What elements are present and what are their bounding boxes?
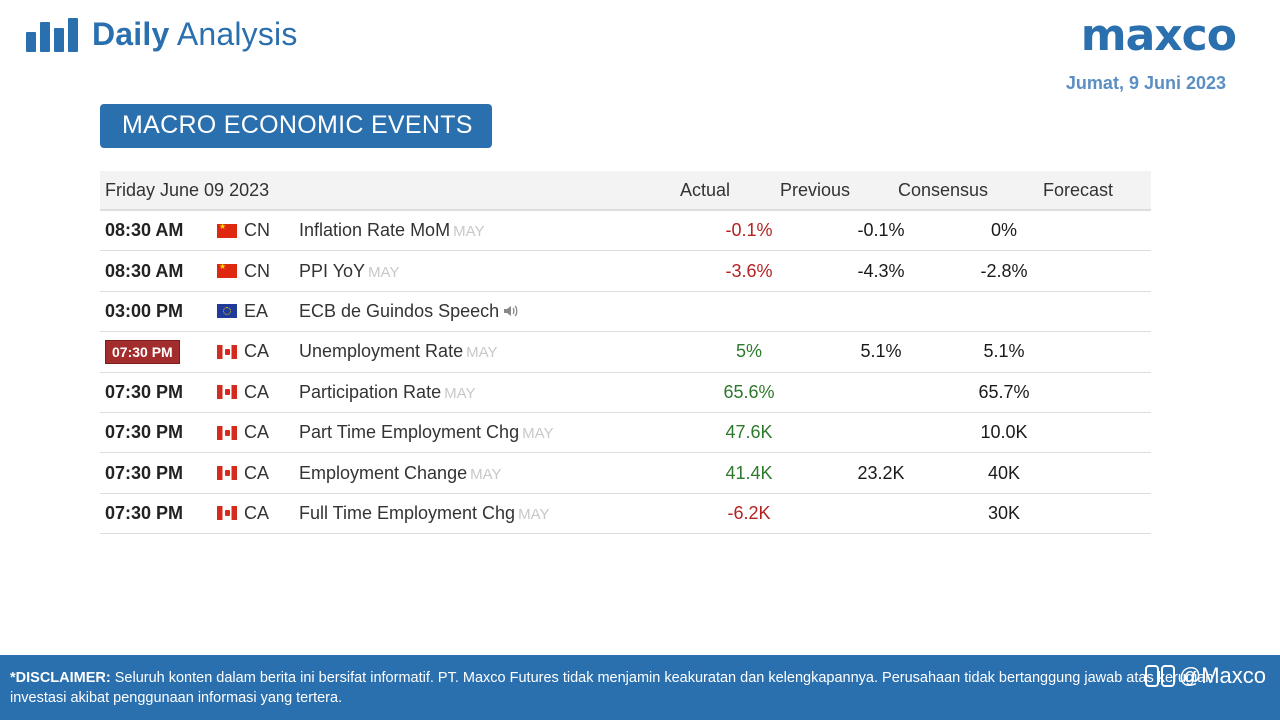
event-forecast: 65.7% <box>978 381 1030 402</box>
table-row[interactable]: 07:30 PM CA Employment Change MAY 41.4K 23.2K… <box>100 453 1151 494</box>
brand: Daily Analysis <box>26 16 298 53</box>
event-period: MAY <box>518 505 550 523</box>
calendar-day-label: Friday June 09 2023 <box>105 179 270 200</box>
event-country: CA <box>217 382 299 403</box>
event-period: MAY <box>466 344 498 362</box>
event-period: MAY <box>444 384 476 402</box>
event-country: CA <box>217 463 299 484</box>
canada-flag-icon <box>217 385 237 400</box>
social-icons <box>1144 665 1175 687</box>
event-previous: -3.6% <box>725 260 773 281</box>
event-previous: 41.4K <box>725 462 773 483</box>
event-country: CN <box>217 261 299 282</box>
event-previous: 5% <box>735 341 762 362</box>
economic-calendar: Friday June 09 2023 Actual Previous Cons… <box>100 171 1151 535</box>
canada-flag-icon <box>217 425 237 440</box>
event-period: MAY <box>368 263 400 281</box>
event-previous: -0.1% <box>725 220 773 241</box>
instagram-icon <box>1160 665 1175 687</box>
event-name[interactable]: Employment Change MAY <box>299 462 502 483</box>
speaker-icon <box>504 305 518 317</box>
column-forecast: Forecast <box>1042 179 1113 200</box>
event-time: 08:30 AM <box>105 220 184 241</box>
event-forecast: 0% <box>990 220 1017 241</box>
bar-chart-icon <box>26 17 78 52</box>
calendar-header: Friday June 09 2023 Actual Previous Cons… <box>100 171 1151 211</box>
social-handle-text: @Maxco <box>1178 663 1266 688</box>
event-period: MAY <box>453 223 485 241</box>
event-period: MAY <box>470 465 502 483</box>
section-title: MACRO ECONOMIC EVENTS <box>100 104 492 148</box>
event-country: CA <box>217 422 299 443</box>
event-name[interactable]: Unemployment Rate MAY <box>299 341 498 362</box>
china-flag-icon <box>217 262 237 279</box>
title-light: Analysis <box>176 16 298 52</box>
facebook-icon <box>1144 665 1159 687</box>
event-name[interactable]: ECB de Guindos Speech <box>299 301 680 322</box>
social-handle[interactable]: @Maxco <box>1144 663 1266 688</box>
event-time: 07:30 PM <box>105 422 184 443</box>
title-bold: Daily <box>92 16 170 52</box>
event-time: 07:30 PM <box>105 502 184 523</box>
table-row[interactable]: 03:00 PM EA ECB de Guindos Speech <box>100 292 1151 333</box>
disclaimer-label: *DISCLAIMER: <box>10 670 111 686</box>
event-forecast: 30K <box>987 502 1021 523</box>
event-country: CA <box>217 503 299 524</box>
event-time: 07:30 PM <box>105 462 184 483</box>
event-time: 07:30 PM <box>105 381 184 402</box>
page-title: Daily Analysis <box>92 16 298 53</box>
event-time: 07:30 PM <box>100 339 217 364</box>
canada-flag-icon <box>217 344 237 359</box>
disclaimer-bar: *DISCLAIMER: Seluruh konten dalam berita… <box>0 655 1280 720</box>
event-country: EA <box>217 301 299 322</box>
table-row[interactable]: 07:30 PM CA Full Time Employment Chg MAY -6.… <box>100 494 1151 535</box>
event-name[interactable]: Part Time Employment Chg MAY <box>299 422 554 443</box>
event-country: CA <box>217 341 299 362</box>
event-previous: 47.6K <box>725 422 773 443</box>
table-row[interactable]: 07:30 PM CA Unemployment Rate MAY 5% 5.1% 5.1% <box>100 332 1151 373</box>
event-period: MAY <box>522 425 554 443</box>
event-consensus: 5.1% <box>860 341 902 362</box>
event-country: CN <box>217 220 299 241</box>
event-previous: -6.2K <box>727 502 771 523</box>
event-consensus: -4.3% <box>857 260 905 281</box>
china-flag-icon <box>217 222 237 238</box>
maxco-logo: maxco <box>1080 10 1237 61</box>
event-consensus: -0.1% <box>857 220 905 241</box>
table-row[interactable]: 07:30 PM CA Part Time Employment Chg MAY 47.… <box>100 413 1151 454</box>
event-previous: 65.6% <box>723 381 775 402</box>
event-forecast: 10.0K <box>980 422 1028 443</box>
event-name[interactable]: Inflation Rate MoM MAY <box>299 220 485 241</box>
event-forecast: 5.1% <box>983 341 1025 362</box>
event-consensus: 23.2K <box>857 462 905 483</box>
column-actual: Actual <box>680 179 731 200</box>
report-date: Jumat, 9 Juni 2023 <box>1065 73 1226 93</box>
canada-flag-icon <box>217 506 237 521</box>
event-time: 08:30 AM <box>105 260 184 281</box>
column-consensus: Consensus <box>897 179 989 200</box>
disclaimer-text: Seluruh konten dalam berita ini bersifat… <box>10 670 1214 706</box>
eu-flag-icon <box>217 304 237 319</box>
event-name[interactable]: PPI YoY MAY <box>299 260 400 281</box>
event-name[interactable]: Participation Rate MAY <box>299 381 476 402</box>
event-forecast: 40K <box>987 462 1021 483</box>
column-previous: Previous <box>779 179 851 200</box>
event-forecast: -2.8% <box>980 260 1028 281</box>
event-name[interactable]: Full Time Employment Chg MAY <box>299 502 550 523</box>
event-time: 03:00 PM <box>105 300 184 321</box>
canada-flag-icon <box>217 466 237 481</box>
table-row[interactable]: 07:30 PM CA Participation Rate MAY 65.6% 65.7… <box>100 373 1151 413</box>
